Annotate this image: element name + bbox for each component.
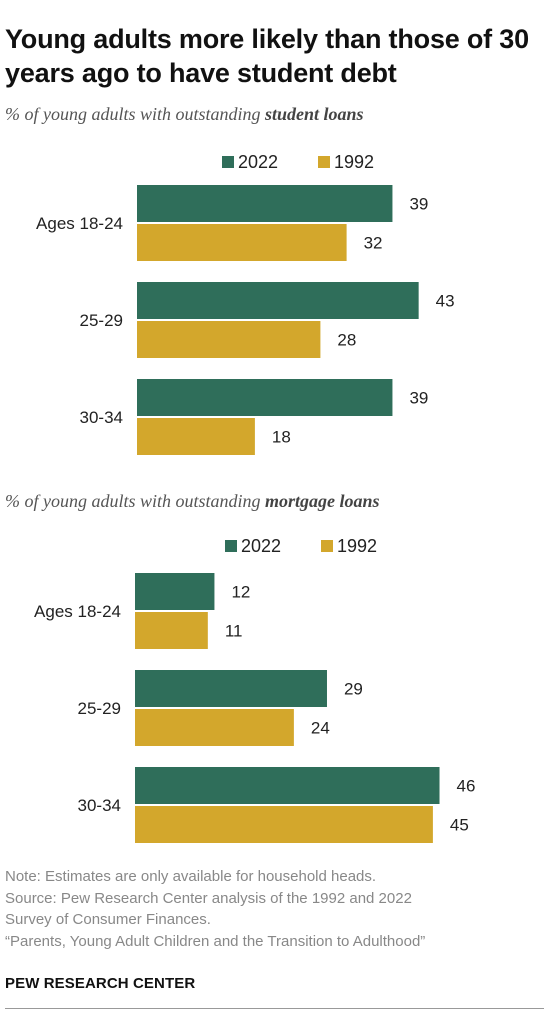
category-label: 25-29 [80,311,123,330]
data-label: 11 [225,622,243,641]
source-text-line1: Source: Pew Research Center analysis of … [5,889,412,907]
category-label: Ages 18-24 [36,214,123,233]
chart-title: Young adults more likely than those of 3… [5,24,529,88]
data-label: 24 [311,719,330,738]
bar-1992 [135,709,294,746]
legend-label-1992: 1992 [337,536,378,556]
data-label: 45 [450,816,469,835]
data-label: 12 [231,583,250,602]
bar-2022 [135,573,215,610]
report-title: “Parents, Young Adult Children and the T… [5,932,426,950]
subtitle-emphasis: student loans [265,104,364,124]
student-loans-bar-chart: Ages 18-24 39 32 25-29 43 28 30-34 39 18 [36,185,455,455]
legend-label-2022: 2022 [238,152,279,172]
bar-2022 [135,670,327,707]
bar-2022 [135,767,440,804]
mortgage-loans-bar-chart: Ages 18-24 12 11 25-29 29 24 30-34 46 45 [34,573,476,843]
note-text: Note: Estimates are only available for h… [5,868,377,885]
bar-1992 [135,806,433,843]
subtitle-mortgage-loans: % of young adults with outstanding mortg… [5,491,380,512]
legend-mortgage: 2022 1992 [225,536,425,556]
subtitle-prefix: % of young adults with outstanding [5,491,266,511]
bar-1992 [135,612,208,649]
data-label: 39 [409,389,428,408]
data-label: 43 [436,292,455,311]
bar-1992 [137,418,255,455]
subtitle-emphasis: mortgage loans [265,491,380,511]
pew-logo-text: PEW RESEARCH CENTER [5,975,196,992]
data-label: 39 [409,195,428,214]
bar-2022 [137,282,419,319]
legend-swatch-1992 [321,540,333,552]
legend-student: 2022 1992 [222,152,422,172]
data-label: 29 [344,680,363,699]
category-label: 30-34 [80,408,123,427]
category-label: Ages 18-24 [34,602,121,621]
data-label: 32 [364,234,383,253]
bar-2022 [137,185,393,222]
notes: Note: Estimates are only available for h… [5,866,545,952]
bar-1992 [137,321,321,358]
legend-label-1992: 1992 [334,152,375,172]
subtitle-prefix: % of young adults with outstanding [5,104,266,124]
bar-2022 [137,379,393,416]
data-label: 46 [457,777,476,796]
bottom-divider [5,1008,544,1009]
data-label: 18 [272,428,291,447]
legend-label-2022: 2022 [241,536,282,556]
legend-swatch-1992 [318,156,330,168]
category-label: 30-34 [78,796,121,815]
legend-swatch-2022 [222,156,234,168]
category-label: 25-29 [78,699,121,718]
legend-swatch-2022 [225,540,237,552]
data-label: 28 [337,331,356,350]
bar-1992 [137,224,347,261]
subtitle-student-loans: % of young adults with outstanding stude… [5,104,364,125]
source-text-line2: Survey of Consumer Finances. [5,911,211,928]
